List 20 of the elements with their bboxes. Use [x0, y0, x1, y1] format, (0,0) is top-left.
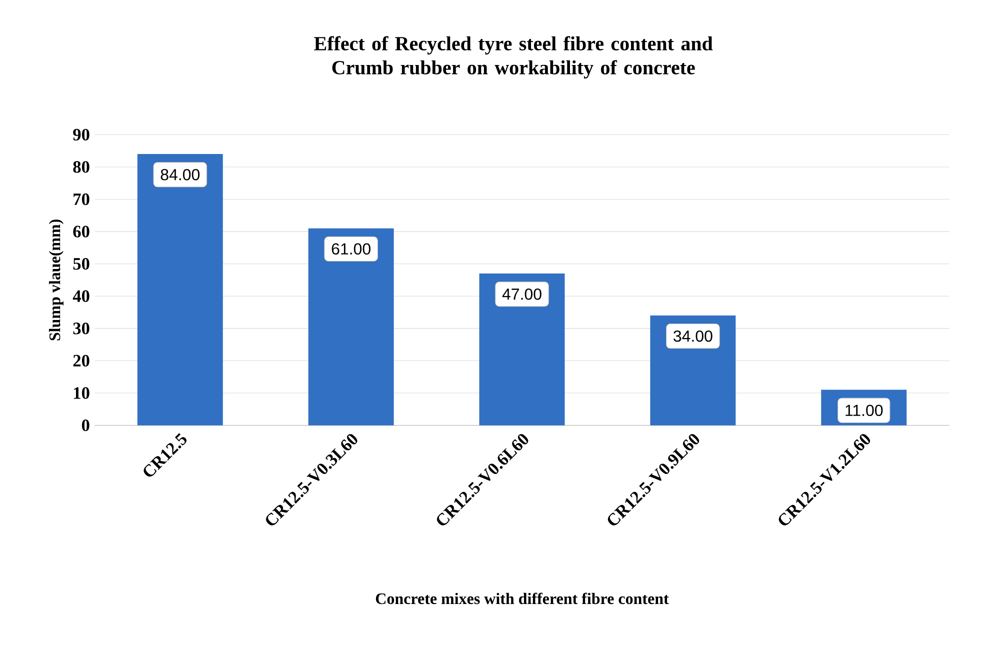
y-tick-label: 30: [73, 322, 90, 334]
chart-title: Effect of Recycled tyre steel fibre content and Crumb rubber on workability of concrete: [314, 36, 713, 79]
y-tick-label: 60: [73, 226, 90, 238]
data-label: 47.00: [502, 288, 542, 300]
bar: [308, 228, 394, 426]
y-tick-label: 10: [74, 387, 90, 399]
x-axis-title: Concrete mixes with different fibre content: [376, 592, 669, 604]
y-tick-label: 0: [82, 419, 90, 432]
y-tick-label: 50: [73, 258, 90, 270]
y-tick-label: 20: [73, 354, 90, 367]
y-tick-label: 70: [74, 193, 90, 206]
y-tick-label: 90: [73, 128, 90, 141]
data-label: 34.00: [674, 330, 712, 342]
y-tick-label: 80: [73, 161, 90, 173]
data-label: 11.00: [846, 404, 883, 416]
data-label: 61.00: [332, 243, 370, 255]
data-label: 84.00: [160, 168, 200, 180]
bar: [137, 154, 223, 426]
y-tick-label: 40: [72, 290, 90, 302]
y-axis-title: Slump vlaue(mm): [48, 220, 64, 340]
